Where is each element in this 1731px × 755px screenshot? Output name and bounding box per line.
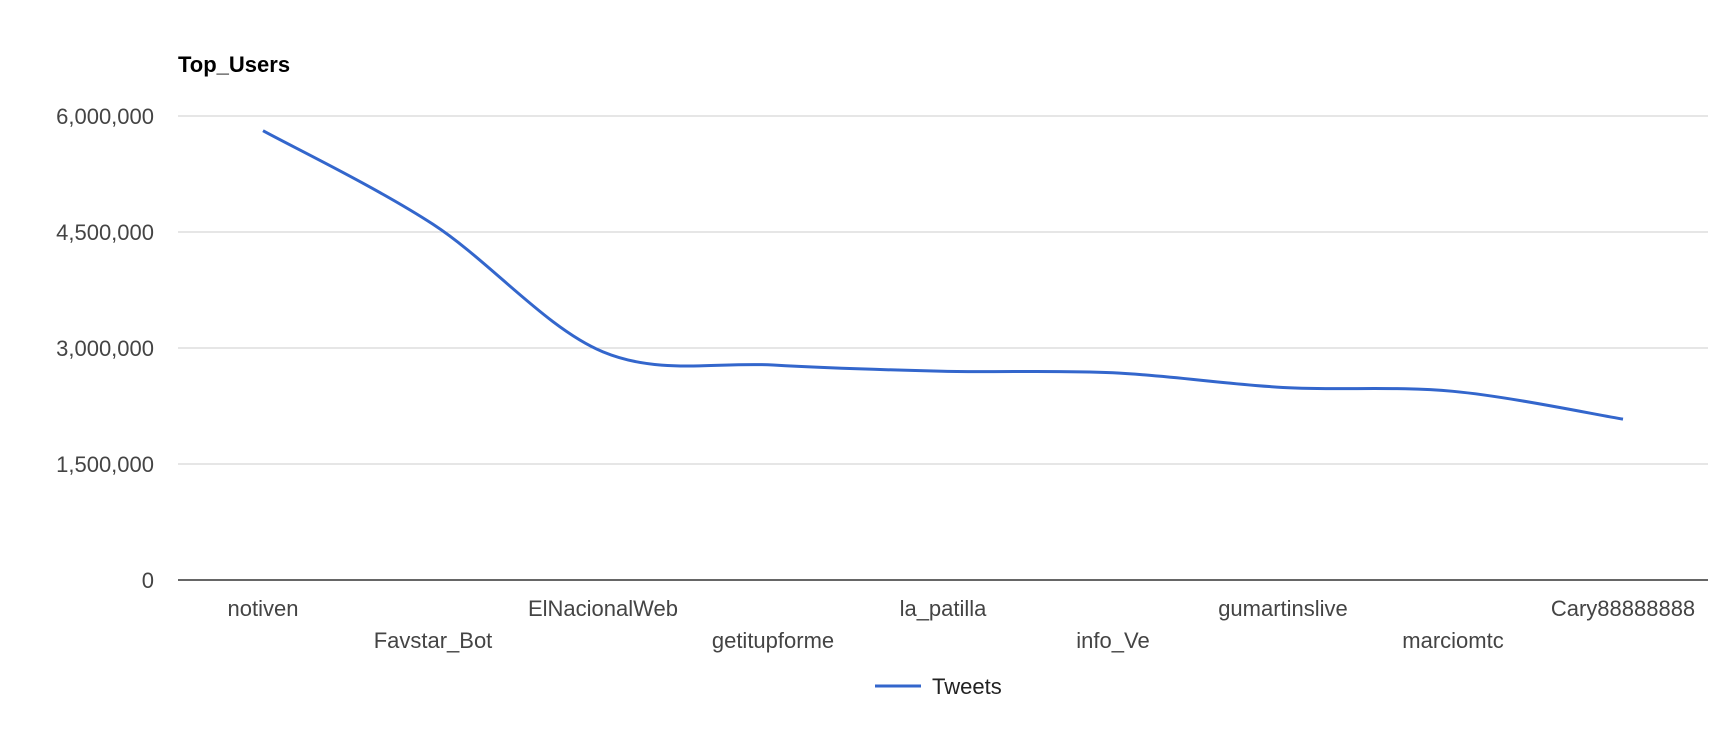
y-tick-label: 3,000,000 [56,336,154,361]
y-axis-ticks: 0 1,500,000 3,000,000 4,500,000 6,000,000 [56,104,154,593]
y-tick-label: 0 [142,568,154,593]
chart-title: Top_Users [178,52,290,77]
x-tick-label: ElNacionalWeb [528,596,678,621]
x-tick-label: info_Ve [1076,628,1149,653]
gridlines [178,115,1708,465]
y-tick-label: 1,500,000 [56,452,154,477]
x-tick-label: getitupforme [712,628,834,653]
legend-label-tweets: Tweets [932,674,1002,699]
y-tick-label: 4,500,000 [56,220,154,245]
x-tick-label: marciomtc [1402,628,1503,653]
x-tick-label: la_patilla [900,596,988,621]
x-tick-label: Favstar_Bot [374,628,493,653]
legend: Tweets [875,674,1002,699]
series-line-tweets [262,129,1624,421]
x-tick-label: notiven [228,596,299,621]
x-tick-label: Cary88888888 [1551,596,1695,621]
x-axis-ticks: notiven Favstar_Bot ElNacionalWeb getitupfo… [228,596,1696,653]
x-tick-label: gumartinslive [1218,596,1348,621]
y-tick-label: 6,000,000 [56,104,154,129]
